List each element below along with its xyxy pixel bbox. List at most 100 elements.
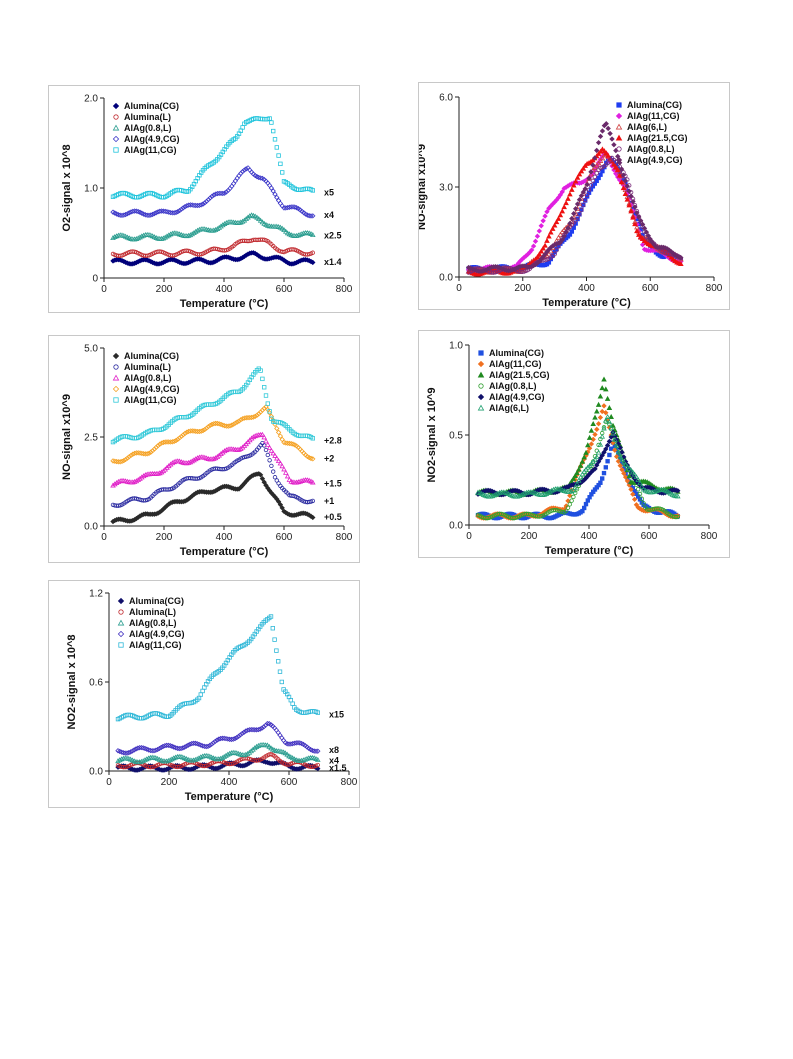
data-point bbox=[630, 469, 636, 475]
data-point bbox=[590, 420, 596, 426]
data-point bbox=[608, 413, 614, 419]
legend-marker bbox=[113, 364, 119, 370]
data-point bbox=[259, 725, 265, 731]
data-point bbox=[546, 233, 552, 239]
data-point bbox=[172, 754, 179, 760]
legend-entry: Alumina(CG) bbox=[627, 100, 682, 110]
series-1 bbox=[110, 440, 315, 508]
x-tick-label: 200 bbox=[156, 532, 173, 543]
legend-entry: AlAg(4.9,CG) bbox=[124, 134, 180, 144]
data-point bbox=[144, 756, 150, 762]
data-point bbox=[250, 727, 256, 733]
data-point bbox=[290, 493, 296, 499]
data-point bbox=[274, 194, 280, 201]
data-point bbox=[189, 202, 195, 208]
data-point bbox=[584, 181, 590, 188]
data-point bbox=[634, 210, 640, 216]
data-point bbox=[589, 463, 594, 469]
data-point bbox=[241, 217, 248, 223]
data-point bbox=[632, 221, 638, 227]
data-point bbox=[126, 210, 132, 216]
legend-entry: AlAg(0.8,L) bbox=[129, 618, 177, 628]
data-point bbox=[235, 733, 242, 739]
data-point bbox=[298, 757, 305, 763]
data-point bbox=[250, 434, 257, 440]
data-point bbox=[118, 756, 125, 762]
data-point bbox=[567, 488, 573, 494]
data-point bbox=[592, 431, 598, 438]
data-point bbox=[259, 476, 266, 482]
data-point bbox=[596, 442, 601, 448]
data-point bbox=[149, 211, 156, 218]
data-point bbox=[571, 494, 576, 500]
data-point bbox=[223, 447, 230, 453]
y-tick-label: 1.2 bbox=[89, 589, 103, 600]
data-point bbox=[295, 232, 302, 238]
series-annotation: +1.5 bbox=[324, 478, 342, 488]
data-point bbox=[655, 487, 661, 493]
data-point bbox=[274, 145, 279, 150]
data-point bbox=[565, 505, 571, 510]
data-point bbox=[257, 472, 264, 478]
legend: Alumina(CG)AlAg(11,CG)AlAg(21.5,CG)AlAg(… bbox=[477, 348, 550, 413]
data-point bbox=[637, 233, 644, 239]
data-point bbox=[613, 443, 620, 449]
legend-marker bbox=[615, 112, 623, 120]
data-point bbox=[151, 446, 158, 452]
data-point bbox=[609, 446, 614, 451]
series-0 bbox=[110, 250, 316, 267]
data-point bbox=[284, 751, 290, 757]
data-point bbox=[276, 659, 281, 664]
data-point bbox=[575, 215, 580, 220]
data-point bbox=[128, 452, 134, 459]
data-point bbox=[252, 433, 258, 439]
data-point bbox=[569, 186, 575, 192]
data-point bbox=[542, 242, 548, 248]
data-point bbox=[248, 435, 255, 441]
data-point bbox=[295, 479, 302, 485]
data-point bbox=[275, 729, 281, 736]
data-point bbox=[167, 209, 174, 216]
data-point bbox=[604, 413, 611, 419]
data-point bbox=[630, 491, 636, 497]
data-point bbox=[286, 476, 293, 482]
data-point bbox=[220, 449, 226, 455]
data-point bbox=[588, 427, 595, 433]
data-point bbox=[200, 688, 205, 694]
data-point bbox=[613, 164, 619, 170]
data-point bbox=[520, 491, 526, 497]
y-tick-label: 0.0 bbox=[439, 273, 453, 284]
x-tick-label: 600 bbox=[641, 531, 658, 542]
data-point bbox=[254, 214, 260, 220]
data-point bbox=[583, 197, 588, 203]
data-point bbox=[310, 514, 316, 521]
data-point bbox=[601, 425, 607, 431]
data-point bbox=[209, 193, 215, 200]
legend: Alumina(CG)Alumina(L)AlAg(0.8,L)AlAg(4.9… bbox=[117, 596, 185, 650]
data-point bbox=[232, 735, 238, 742]
x-axis-label: Temperature (°C) bbox=[180, 298, 269, 310]
data-point bbox=[516, 493, 523, 499]
x-tick-label: 400 bbox=[581, 531, 598, 542]
series-annotation: x8 bbox=[329, 745, 339, 755]
legend-entry: AlAg(0.8,L) bbox=[124, 373, 172, 383]
data-point bbox=[601, 376, 607, 382]
data-point bbox=[536, 251, 543, 257]
data-point bbox=[252, 413, 258, 420]
data-point bbox=[187, 428, 194, 434]
data-point bbox=[277, 460, 284, 466]
data-point bbox=[153, 444, 159, 450]
data-point bbox=[257, 217, 264, 223]
y-axis-label: NO2-signal x 10^8 bbox=[66, 634, 78, 729]
legend-entry: Alumina(L) bbox=[129, 607, 176, 617]
data-point bbox=[190, 740, 197, 746]
data-point bbox=[164, 439, 170, 445]
legend-entry: AlAg(4.9,CG) bbox=[129, 629, 185, 639]
chart-panel-no-2: 0 200 400 600 800 0.0 2.5 5.0 Temperature (°C) NO… bbox=[48, 335, 360, 563]
data-point bbox=[252, 727, 258, 733]
legend-marker bbox=[112, 124, 120, 131]
data-point bbox=[630, 198, 636, 205]
series-annotation: +0.5 bbox=[324, 512, 342, 522]
legend-marker bbox=[478, 383, 484, 389]
data-point bbox=[263, 447, 269, 453]
